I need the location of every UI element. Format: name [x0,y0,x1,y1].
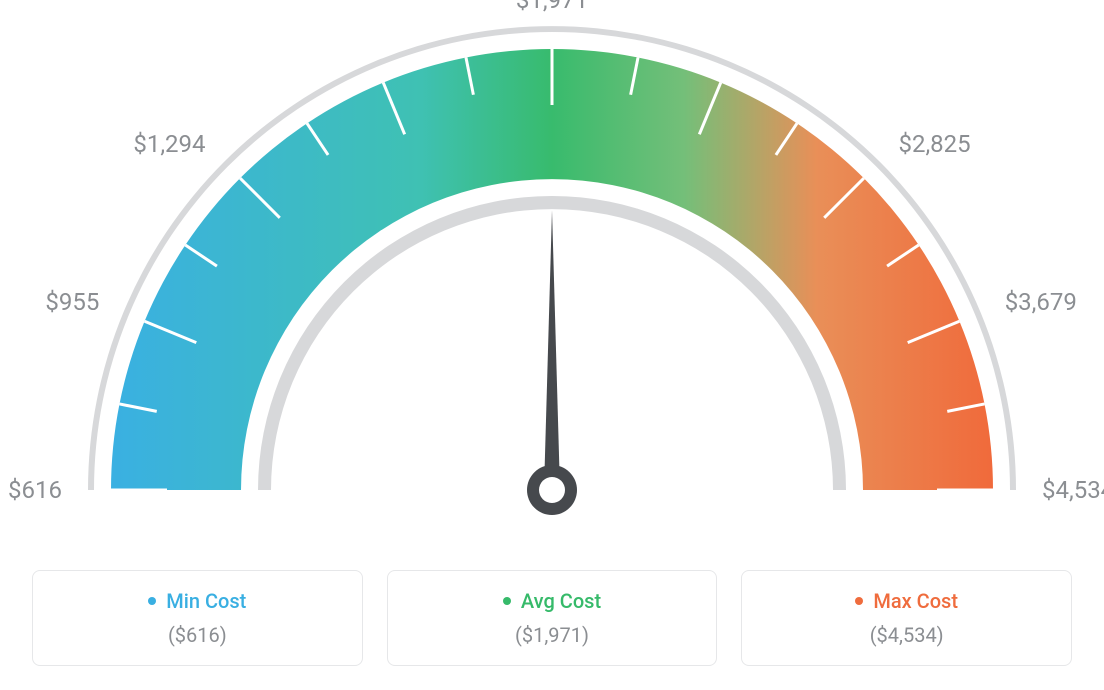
legend-row: Min Cost ($616) Avg Cost ($1,971) Max Cost ($… [32,570,1072,666]
gauge-svg [0,0,1104,560]
legend-label: Min Cost [148,589,246,613]
legend-value: ($616) [43,623,352,647]
scale-label: $1,294 [133,130,205,158]
scale-label: $955 [45,288,99,316]
needle-hub-inner [539,477,565,503]
scale-label: $616 [8,476,62,504]
scale-label: $1,971 [516,0,588,14]
legend-label: Avg Cost [503,589,601,613]
legend-card: Max Cost ($4,534) [741,570,1072,666]
gauge-chart: $616 $955 $1,294 $1,971 $2,825 $3,679 $4,534 M… [0,0,1104,690]
scale-label: $2,825 [898,130,970,158]
scale-label: $3,679 [1005,288,1077,316]
needle [544,210,560,490]
legend-label: Max Cost [855,589,958,613]
legend-card: Avg Cost ($1,971) [387,570,718,666]
legend-card: Min Cost ($616) [32,570,363,666]
scale-label: $4,534 [1042,476,1104,504]
legend-value: ($1,971) [398,623,707,647]
legend-value: ($4,534) [752,623,1061,647]
